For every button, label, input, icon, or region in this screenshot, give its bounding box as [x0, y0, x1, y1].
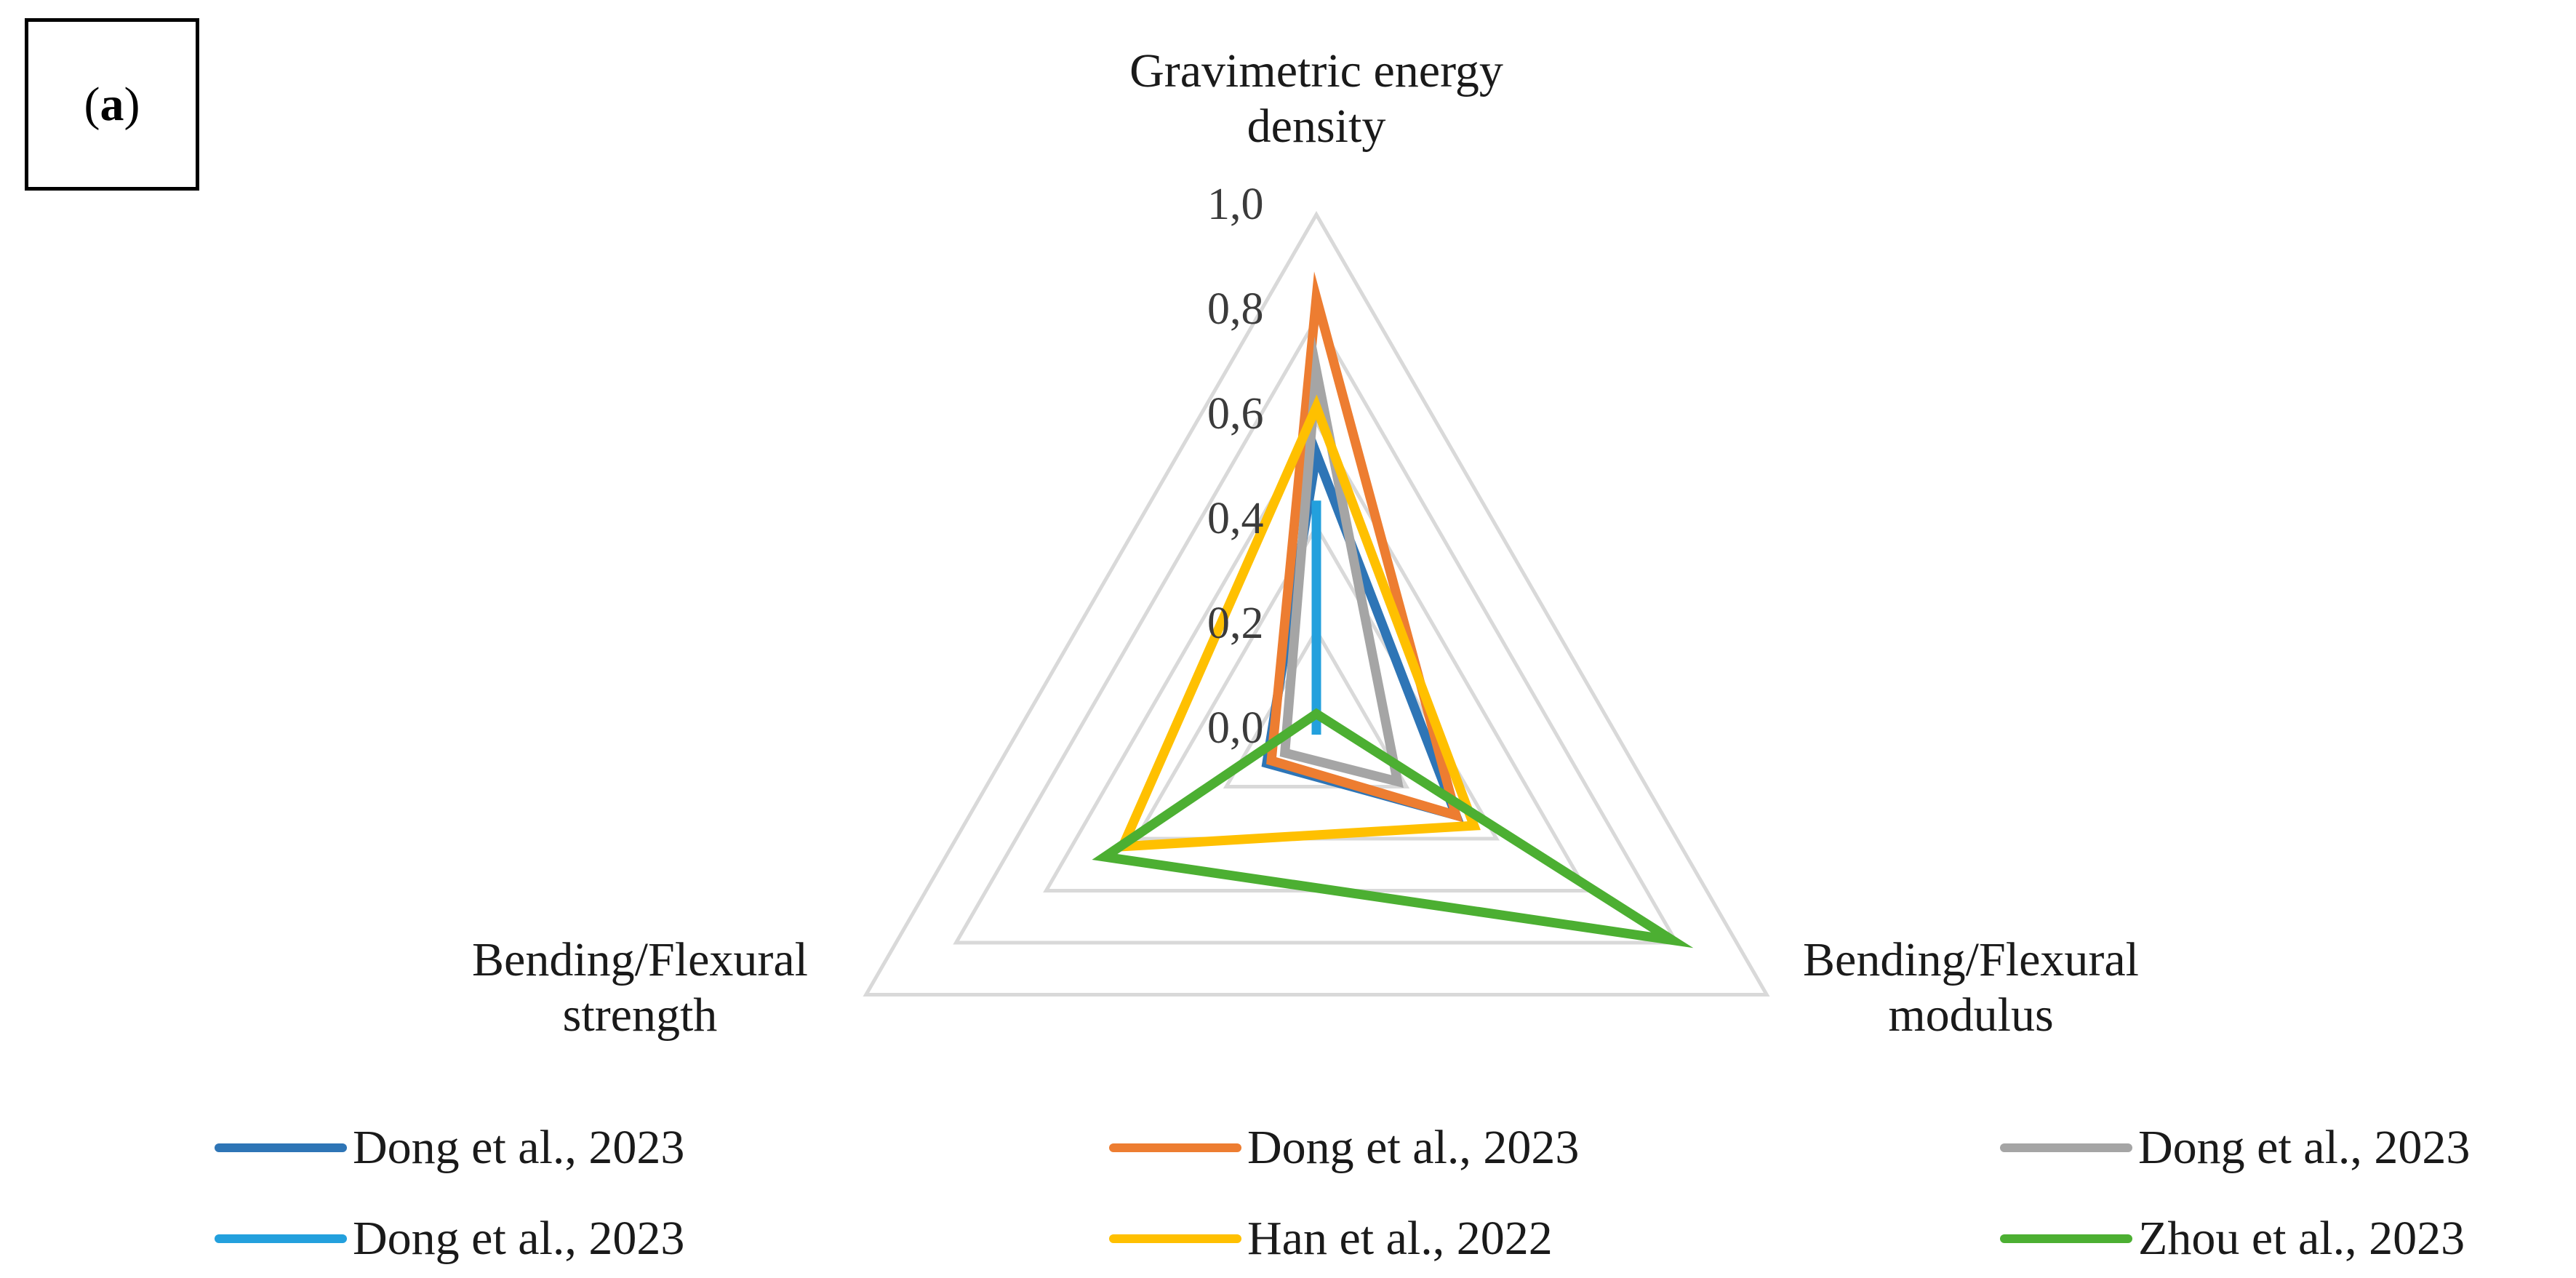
axis-title-energy-density: Gravimetric energy density [1047, 44, 1585, 154]
panel-label-open: ( [84, 77, 100, 131]
axis-title-flexural-modulus: Bending/Flexural modulus [1745, 932, 2196, 1043]
legend-swatch-4 [215, 1234, 347, 1243]
panel-label-close: ) [124, 77, 140, 131]
legend-label-4: Dong et al., 2023 [353, 1212, 685, 1265]
series-line-2 [1266, 271, 1463, 823]
series-line-5 [1115, 394, 1481, 852]
axis-title-flexural-strength: Bending/Flexural strength [415, 932, 865, 1043]
axis-title-energy-density-line2: density [1247, 100, 1386, 153]
series-6 [1092, 708, 1694, 948]
legend-label-5: Han et al., 2022 [1247, 1212, 1553, 1265]
axis-title-flexural-modulus-line1: Bending/Flexural [1803, 933, 2139, 986]
legend-swatch-2 [1109, 1143, 1241, 1152]
legend-swatch-1 [215, 1143, 347, 1152]
legend-label-3: Dong et al., 2023 [2138, 1121, 2471, 1174]
panel-label-letter: a [100, 77, 124, 131]
legend-swatch-6 [2000, 1234, 2132, 1243]
tick-label-1: 0,2 [1207, 599, 1264, 648]
tick-label-3: 0,6 [1207, 389, 1264, 439]
legend-label-1: Dong et al., 2023 [353, 1121, 685, 1174]
legend-label-2: Dong et al., 2023 [1247, 1121, 1580, 1174]
legend-swatch-5 [1109, 1234, 1241, 1243]
legend-item-4: Dong et al., 2023 [215, 1211, 684, 1266]
series-line-6 [1092, 708, 1694, 948]
tick-label-5: 1,0 [1207, 180, 1264, 229]
grid-ring-4 [953, 314, 1680, 945]
axis-title-flexural-modulus-line2: modulus [1888, 989, 2054, 1042]
legend-label-6: Zhou et al., 2023 [2138, 1212, 2465, 1265]
legend-item-1: Dong et al., 2023 [215, 1120, 684, 1175]
legend-item-6: Zhou et al., 2023 [2000, 1211, 2465, 1266]
legend-swatch-3 [2000, 1143, 2132, 1152]
panel-label: (a) [25, 18, 199, 191]
series-3 [1279, 336, 1404, 788]
tick-label-4: 0,8 [1207, 284, 1264, 334]
legend-item-3: Dong et al., 2023 [2000, 1120, 2470, 1175]
axis-title-flexural-strength-line1: Bending/Flexural [472, 933, 808, 986]
grid-ring-5 [863, 211, 1770, 997]
series-2 [1266, 271, 1463, 823]
radar-series [1092, 271, 1694, 948]
tick-label-0: 0,0 [1207, 703, 1264, 753]
axis-title-energy-density-line1: Gravimetric energy [1129, 44, 1503, 97]
series-line-3 [1279, 336, 1404, 788]
legend-item-2: Dong et al., 2023 [1109, 1120, 1579, 1175]
tick-label-2: 0,4 [1207, 494, 1264, 543]
legend-item-5: Han et al., 2022 [1109, 1211, 1553, 1266]
axis-title-flexural-strength-line2: strength [562, 989, 718, 1042]
